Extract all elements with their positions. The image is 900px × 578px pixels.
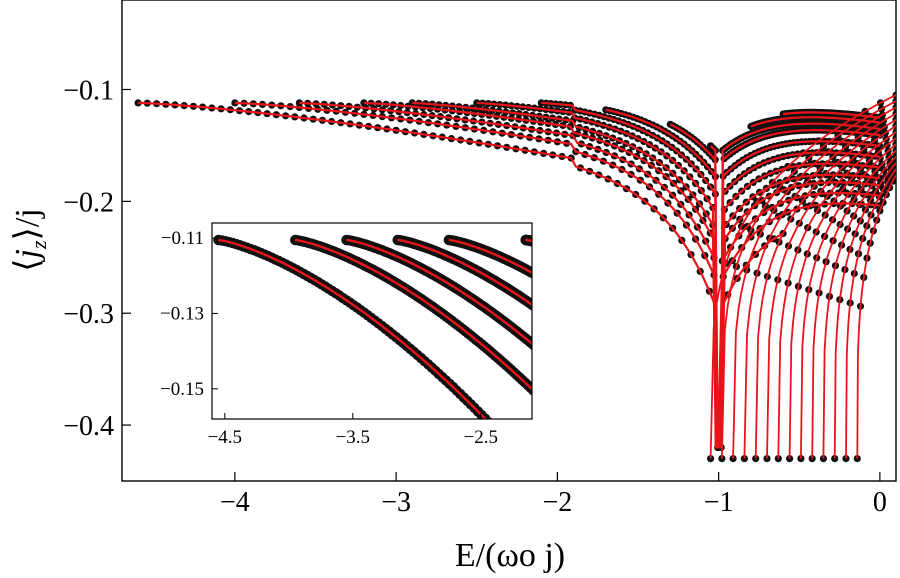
main-y-tick-label: −0.2: [63, 187, 114, 218]
inset-data-point: [533, 238, 543, 248]
main-fit-line: [750, 116, 881, 128]
inset-data-point: [531, 306, 532, 310]
inset-data-point: [531, 241, 532, 244]
inset-data-point: [501, 436, 511, 446]
main-plot-area: [134, 91, 896, 463]
inset-data-point: [531, 239, 532, 246]
inset-fit-line: [525, 238, 532, 243]
inset-data-point: [515, 451, 525, 461]
main-x-tick-label: −4: [220, 487, 250, 518]
inset-data-point: [531, 240, 532, 244]
main-fit-line: [299, 101, 881, 448]
main-x-tick-label: 0: [873, 487, 887, 518]
main-fit-line: [743, 112, 896, 459]
main-x-tick-label: −1: [704, 487, 734, 518]
inset-data-point: [523, 459, 533, 469]
inset-data-point: [533, 344, 543, 354]
main-fit-line: [721, 100, 896, 459]
inset-data-point: [530, 467, 540, 477]
main-y-tick-label: −0.3: [63, 299, 114, 330]
main-x-tick-label: −2: [542, 487, 572, 518]
inset-plot-frame: [211, 222, 533, 420]
main-y-tick-label: −0.4: [63, 411, 114, 442]
inset-y-tick-label: −0.11: [161, 228, 204, 249]
inset-data-point: [512, 447, 522, 457]
main-fit-line: [766, 125, 896, 459]
inset-y-tick-label: −0.13: [160, 303, 204, 324]
inset-data-point: [533, 237, 543, 247]
inset-data-point: [508, 443, 518, 453]
main-fit-line: [709, 94, 896, 459]
inset-data-point: [531, 344, 532, 351]
inset-data-point: [532, 237, 542, 247]
inset-data-point: [531, 239, 532, 245]
main-fit-line: [788, 137, 896, 459]
inset-data-point: [533, 271, 543, 281]
main-fit-line: [541, 101, 881, 449]
inset-data-point: [498, 432, 508, 442]
main-y-axis: −0.1 −0.2 −0.3 −0.4: [63, 75, 131, 442]
inset-data-point: [531, 272, 532, 278]
main-fit-line: [811, 149, 896, 459]
inset-fit-line: [397, 238, 532, 307]
main-plot-frame: [121, 0, 897, 482]
inset-data-point: [533, 237, 543, 247]
main-fit-line: [782, 111, 881, 119]
inset-data-point: [532, 271, 542, 281]
inset-y-tick-label: −0.15: [160, 379, 204, 400]
inset-data-point: [505, 440, 515, 450]
main-x-axis: −4 −3 −2 −1 0: [220, 472, 887, 518]
y-axis-title: ⟨jz⟩/j: [9, 208, 51, 271]
inset-fit-line: [346, 238, 532, 346]
main-fit-line: [138, 101, 784, 448]
main-fit-line: [234, 101, 881, 448]
main-fit-line: [856, 174, 896, 459]
inset-data-point: [533, 237, 543, 247]
main-fit-line: [833, 162, 896, 459]
inset-data-point: [531, 239, 532, 245]
inset-data-point: [533, 304, 543, 314]
inset-data-point: [532, 237, 542, 247]
main-x-tick-label: −3: [381, 487, 411, 518]
inset-data-point: [532, 237, 542, 247]
inset-data-point: [526, 463, 536, 473]
inset-x-tick-label: −3.5: [336, 427, 370, 448]
inset-fit-line: [448, 238, 532, 275]
main-fit-line: [777, 131, 896, 459]
main-fit-line: [732, 106, 896, 459]
main-fit-line: [605, 108, 881, 449]
inset-x-tick-label: −4.5: [208, 427, 242, 448]
inset-data-point: [531, 239, 532, 245]
inset-data-point: [519, 455, 529, 465]
inset-x-tick-label: −2.5: [464, 427, 498, 448]
main-lines-series: [138, 94, 896, 459]
inset-data-point: [533, 237, 543, 247]
inset-data-point: [533, 237, 543, 247]
inset-data-point: [533, 471, 543, 481]
main-fit-line: [822, 155, 896, 459]
main-y-tick-label: −0.1: [63, 75, 114, 106]
inset-x-axis: −4.5 −3.5 −2.5: [208, 413, 498, 448]
main-fit-line: [363, 101, 881, 449]
main-fit-line: [754, 118, 896, 459]
inset-data-point: [531, 240, 532, 245]
main-fit-line: [412, 101, 881, 449]
inset-data-point: [533, 390, 543, 400]
inset-fit-line: [295, 238, 532, 391]
main-fit-line: [845, 168, 896, 459]
main-fit-line: [800, 143, 896, 459]
inset-y-axis: −0.11 −0.13 −0.15: [160, 228, 218, 400]
x-axis-title: E/(ωo j): [455, 537, 565, 574]
